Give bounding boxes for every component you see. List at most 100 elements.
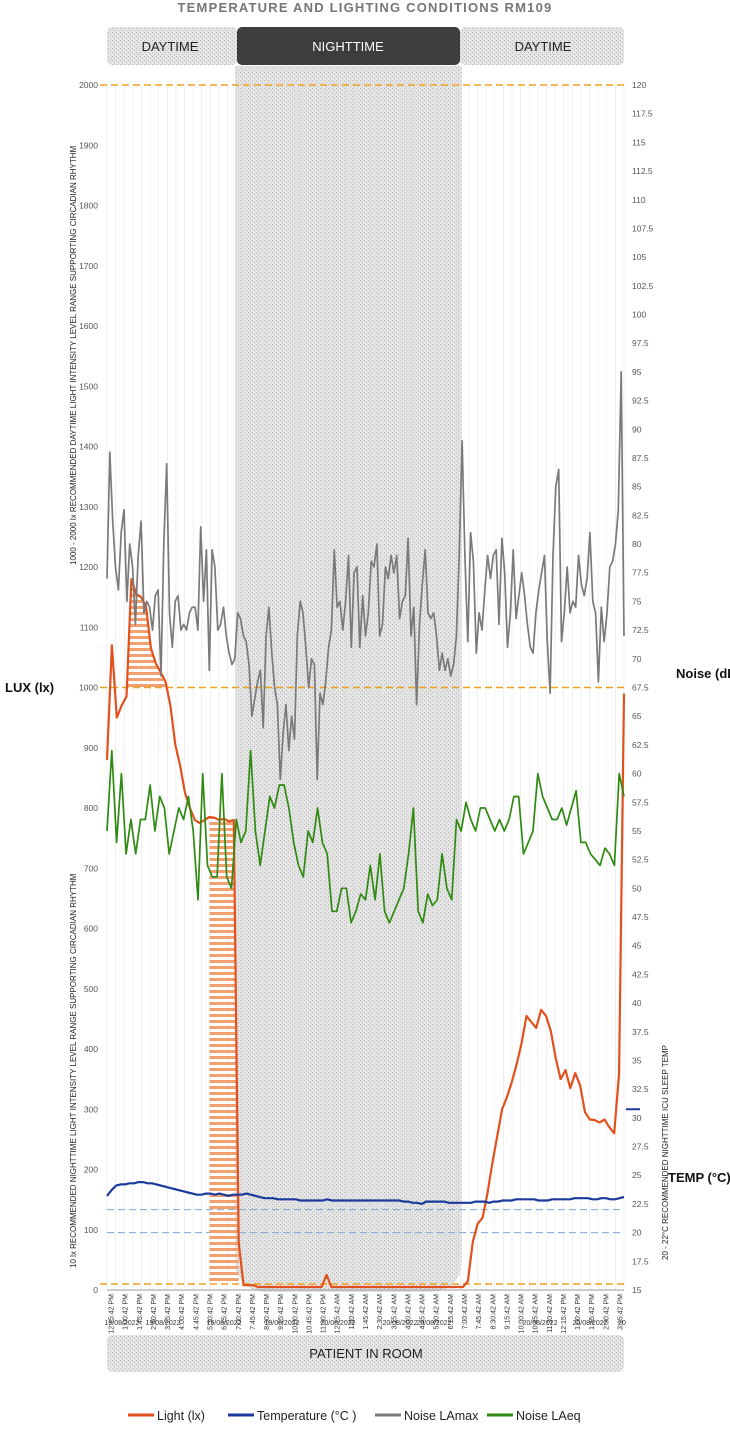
x-date-label: 20/08/2022 <box>320 1320 355 1327</box>
y-right-noise-tick-label: 67.5 <box>632 683 649 693</box>
y-left-tick-label: 1000 <box>79 683 98 693</box>
y-left-tick-label: 500 <box>84 984 98 994</box>
x-tick-label: 4:00:42 AM <box>405 1294 412 1330</box>
legend-label: Light (lx) <box>157 1409 205 1423</box>
y-right-temp-tick-label: 22.5 <box>632 1199 649 1209</box>
x-date-label: 20/08/2022 <box>416 1320 451 1327</box>
band-label-patient-in-room: PATIENT IN ROOM <box>309 1346 422 1361</box>
y-right-temp-tick-label: 15 <box>632 1285 642 1295</box>
annotation-right-lower: 20 - 22°C RECOMMENDED NIGHTTIME ICU SLEE… <box>661 1045 670 1260</box>
x-tick-label: 2:30:42 AM <box>377 1294 384 1330</box>
y-right-noise-tick-label: 105 <box>632 252 646 262</box>
x-tick-label: 12:15:42 AM <box>335 1294 342 1333</box>
x-tick-label: 8:30:42 AM <box>490 1294 497 1330</box>
x-tick-label: 12:15:42 PM <box>109 1294 116 1334</box>
y-right-noise-tick-label: 75 <box>632 596 642 606</box>
y-left-tick-label: 1800 <box>79 201 98 211</box>
x-date-label: 20/08/2022 <box>522 1320 557 1327</box>
x-tick-label: 4:45:42 PM <box>193 1294 200 1330</box>
y-right-noise-tick-label: 100 <box>632 310 646 320</box>
y-left-tick-label: 1900 <box>79 140 98 150</box>
y-left-tick-label: 1300 <box>79 502 98 512</box>
y-right-temp-tick-label: 42.5 <box>632 969 649 979</box>
x-date-label: 19/08/2022 <box>145 1320 180 1327</box>
y-right-temp-tick-label: 50 <box>632 883 642 893</box>
y-right-temp-tick-label: 65 <box>632 711 642 721</box>
series-line-noise-lamax <box>106 371 625 781</box>
y-right-noise-tick-label: 102.5 <box>632 281 654 291</box>
x-tick-label: 11:30:42 PM <box>321 1294 328 1333</box>
x-tick-label: 12:15:42 PM <box>561 1294 568 1334</box>
y-right-noise-tick-label: 92.5 <box>632 396 649 406</box>
x-date-label: 20/08/2022 <box>572 1320 607 1327</box>
y-right-temp-tick-label: 47.5 <box>632 912 649 922</box>
y-right-temp-tick-label: 30 <box>632 1113 642 1123</box>
y-right-temp-tick-label: 17.5 <box>632 1256 649 1266</box>
y-left-tick-label: 1100 <box>80 622 99 632</box>
x-tick-label: 3:15:42 AM <box>391 1294 398 1330</box>
legend-label: Noise LAeq <box>516 1409 581 1423</box>
y-right-noise-tick-label: 82.5 <box>632 510 649 520</box>
y-left-tick-label: 1200 <box>79 562 98 572</box>
y-right-temp-tick-label: 35 <box>632 1055 642 1065</box>
y-right-noise-tick-label: 85 <box>632 482 642 492</box>
x-tick-label: 10:45:42 AM <box>533 1294 540 1333</box>
y-left-tick-label: 300 <box>84 1104 98 1114</box>
annotation-left-lower: 10 lx RECOMMENDED NIGHTTIME LIGHT INTENS… <box>69 873 78 1268</box>
x-tick-label: 4:45:42 AM <box>420 1294 427 1330</box>
y-right-temp-tick-label: 55 <box>632 826 642 836</box>
x-tick-label: 1:00:42 PM <box>575 1294 582 1330</box>
y-right-temp-tick-label: 27.5 <box>632 1142 649 1152</box>
y-right-temp-tick-label: 40 <box>632 998 642 1008</box>
y-left-tick-label: 1600 <box>79 321 98 331</box>
band-patient-in-room <box>107 1335 624 1372</box>
y-right-noise-tick-label: 77.5 <box>632 568 649 578</box>
y-right-noise-tick-label: 70 <box>632 654 642 664</box>
y-left-tick-label: 400 <box>84 1044 98 1054</box>
x-tick-label: 5:30:42 AM <box>434 1294 441 1330</box>
y-left-tick-label: 1400 <box>79 442 98 452</box>
x-date-label: 20 <box>618 1320 626 1327</box>
x-tick-label: 9:15:42 AM <box>504 1294 511 1330</box>
y-right-noise-tick-label: 87.5 <box>632 453 649 463</box>
y-right-temp-tick-label: 20 <box>632 1228 642 1238</box>
y-right-temp-tick-label: 62.5 <box>632 740 649 750</box>
annotation-left-upper: 1000 - 2000 lx RECOMMENDED DAYTIME LIGHT… <box>69 145 78 565</box>
y-right-noise-tick-label: 107.5 <box>632 223 654 233</box>
x-tick-label: 2:30:42 PM <box>151 1294 158 1330</box>
x-tick-label: 7:45:42 AM <box>476 1294 483 1330</box>
y-right-noise-tick-label: 120 <box>632 80 646 90</box>
x-tick-label: 2:30:42 PM <box>603 1294 610 1330</box>
band-label-nighttime: NIGHTTIME <box>312 39 384 54</box>
y-right-temp-tick-label: 60 <box>632 769 642 779</box>
x-tick-label: 1:45:42 PM <box>589 1294 596 1330</box>
x-tick-label: 6:15:42 AM <box>448 1294 455 1330</box>
x-tick-label: 10:45:42 PM <box>306 1294 313 1334</box>
y-right-noise-tick-label: 95 <box>632 367 642 377</box>
band-daytime-right <box>460 27 624 65</box>
y-right-temp-tick-label: 45 <box>632 941 642 951</box>
band-label-daytime-left: DAYTIME <box>142 39 199 54</box>
light-excess-area-night <box>209 817 239 1284</box>
y-left-tick-label: 2000 <box>79 80 98 90</box>
x-tick-label: 1:45:42 AM <box>363 1294 370 1330</box>
x-tick-label: 8:30:42 PM <box>264 1294 271 1330</box>
x-tick-label: 4:00:42 PM <box>179 1294 186 1330</box>
y-right-noise-tick-label: 80 <box>632 539 642 549</box>
y-right-noise-tick-label: 110 <box>632 195 646 205</box>
x-tick-label: 3:15:42 PM <box>165 1294 172 1330</box>
y-left-tick-label: 0 <box>93 1285 98 1295</box>
y-left-tick-label: 600 <box>84 924 98 934</box>
band-daytime-left <box>107 27 237 65</box>
y-right-temp-tick-label: 37.5 <box>632 1027 649 1037</box>
y-left-tick-label: 200 <box>84 1165 98 1175</box>
x-tick-label: 1:00:42 PM <box>123 1294 130 1330</box>
y-left-tick-label: 700 <box>84 863 98 873</box>
y-right-noise-tick-label: 97.5 <box>632 338 649 348</box>
x-tick-label: 11:30:42 AM <box>547 1294 554 1333</box>
y-right-temp-tick-label: 52.5 <box>632 855 649 865</box>
y-left-tick-label: 1700 <box>79 261 98 271</box>
x-tick-label: 7:00:42 PM <box>236 1294 243 1330</box>
y-left-tick-label: 900 <box>84 743 98 753</box>
